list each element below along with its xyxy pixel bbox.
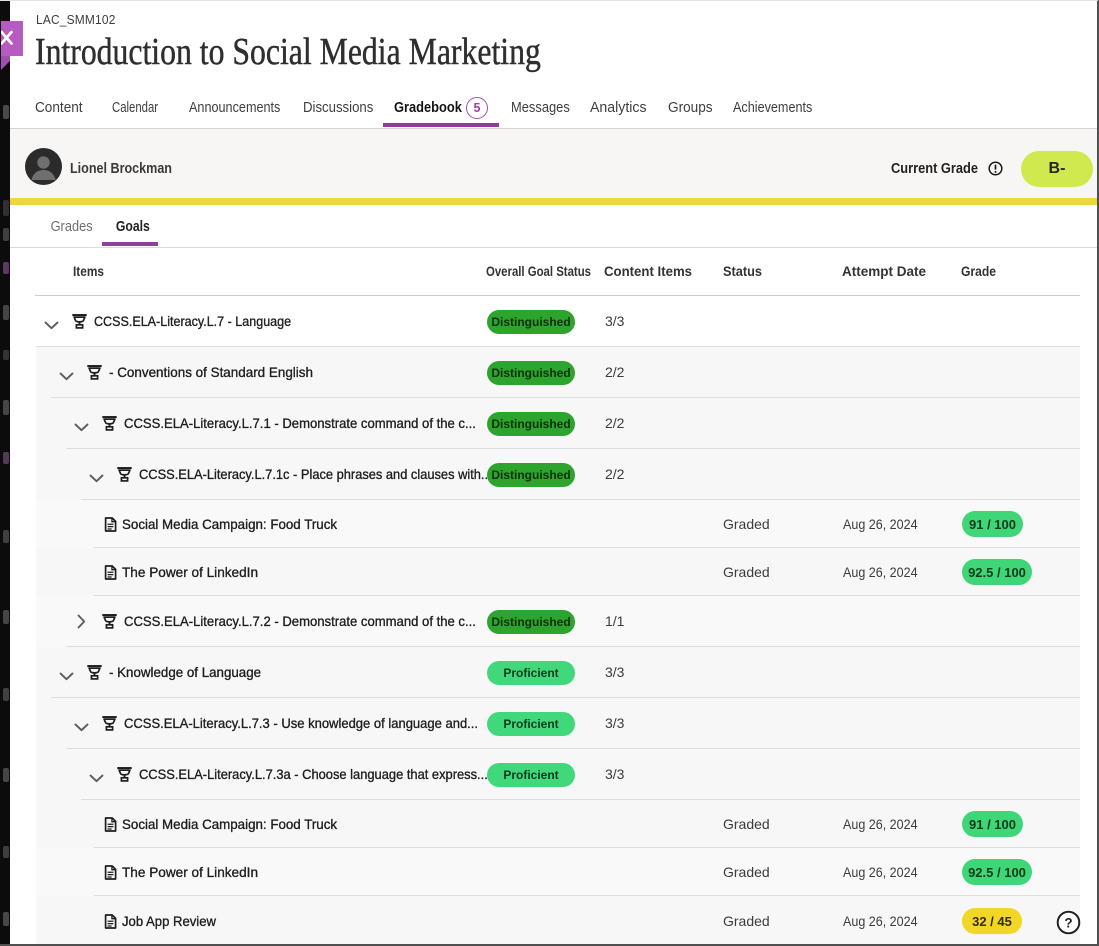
svg-text:?: ? xyxy=(1064,915,1072,930)
